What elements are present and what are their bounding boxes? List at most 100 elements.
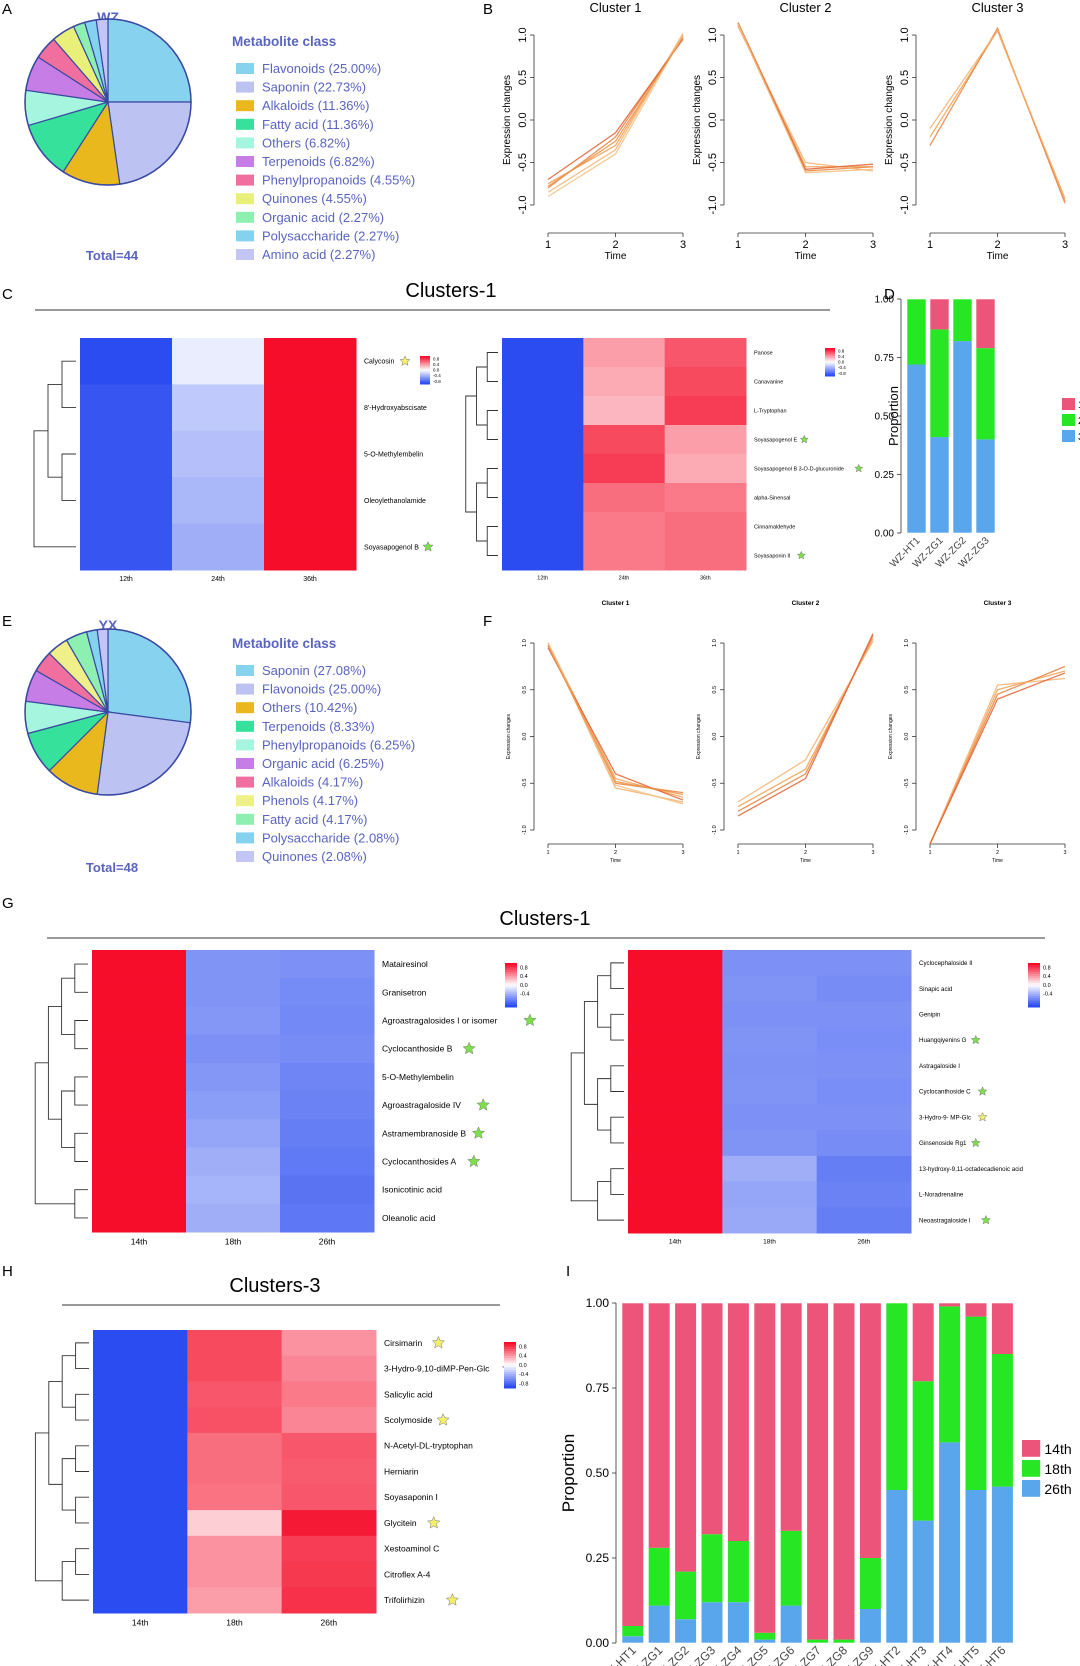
star-icon [476, 1098, 490, 1111]
series-line [737, 26, 874, 172]
heatmap-cell [628, 1155, 723, 1183]
legend-swatch [236, 156, 254, 167]
heatmap-cell [628, 1130, 723, 1157]
series-line [929, 672, 1066, 845]
x-tick-label: 3 [1062, 239, 1068, 251]
heatmap-cell [722, 1130, 818, 1157]
series-line [737, 24, 874, 172]
x-tick-label: 2 [996, 850, 999, 856]
heatmap-cell [722, 975, 818, 1002]
color-legend-step [504, 1360, 516, 1364]
legend-swatch [1022, 1460, 1041, 1477]
row-label: Citroflex A-4 [384, 1569, 431, 1579]
heatmap-cell [722, 1181, 818, 1208]
x-axis-label: Time [610, 858, 621, 864]
heatmap-cell [816, 1027, 912, 1054]
bar-segment-14th [833, 1303, 855, 1640]
bar-segment-18th [648, 1547, 670, 1606]
row-label: alpha-Sinensal [754, 495, 790, 501]
legend-swatch [236, 249, 254, 260]
series-line [547, 34, 684, 198]
color-legend-step [1028, 982, 1040, 986]
star-icon [462, 1041, 476, 1055]
bar-outline [938, 1302, 961, 1644]
x-tick-label: 3 [871, 850, 874, 856]
bar-segment-14th [727, 1303, 750, 1541]
heatmap-cell [628, 1104, 723, 1131]
bar-segment-36th [953, 341, 972, 533]
legend-swatch [236, 63, 254, 74]
heatmap-cell [92, 1147, 187, 1177]
color-legend-step [505, 987, 517, 990]
dendrogram-branch [61, 1355, 76, 1408]
heatmap-cell [502, 483, 584, 513]
pie-slice [107, 628, 192, 724]
y-tick-label: -1.0 [517, 196, 529, 215]
heatmap-cell [186, 1119, 281, 1148]
bar-segment-18th [701, 1534, 723, 1603]
color-legend-tick: 0.4 [433, 362, 440, 367]
y-tick-label: -0.5 [522, 779, 528, 788]
legend-label: Quinones (4.55%) [262, 191, 367, 206]
bar-segment-14th [965, 1303, 987, 1317]
color-legend-tick: -0.4 [520, 992, 529, 998]
color-legend-step [1028, 993, 1040, 997]
y-tick-label: 0.0 [522, 733, 528, 741]
heatmap-cell [583, 541, 666, 571]
dendrogram-branch [610, 1013, 624, 1041]
star-icon [980, 1214, 992, 1225]
bar-outline [952, 298, 973, 534]
heatmap-cell [93, 1510, 188, 1537]
heatmap-cell [92, 1119, 187, 1148]
series-line [547, 642, 684, 805]
color-legend-step [420, 364, 430, 367]
heatmap-cell [502, 367, 584, 397]
heatmap-cell [722, 1104, 818, 1131]
color-legend-step [504, 1376, 516, 1380]
y-tick-label: 1.00 [875, 295, 895, 306]
x-tick-label: 2 [612, 239, 618, 251]
color-legend-tick: -0.4 [433, 373, 441, 378]
heatmap-cell [628, 1207, 723, 1234]
bar-outline [929, 298, 950, 534]
legend-swatch [236, 832, 254, 844]
legend-swatch [236, 211, 254, 223]
heatmap-section-title: Clusters-1 [405, 280, 496, 302]
color-legend-step [504, 1371, 516, 1375]
bar-segment-26th [648, 1605, 670, 1643]
color-legend-step [505, 978, 517, 982]
color-legend-step [504, 1385, 516, 1389]
heatmap-cell [502, 396, 584, 426]
stacked-bar-i: 0.000.250.500.751.00ProportionYX-HT1YX-Z… [559, 1296, 1072, 1666]
legend-swatch [236, 758, 254, 769]
legend-swatch [1022, 1440, 1041, 1457]
color-legend-step [1028, 978, 1040, 982]
bar-segment-18th [938, 1306, 961, 1443]
heatmap-cell [92, 1175, 187, 1205]
color-legend-step [505, 1000, 517, 1004]
color-legend-step [825, 370, 835, 373]
color-legend-tick: -0.8 [433, 379, 441, 384]
column-label: 36th [700, 576, 711, 582]
legend-label: Saponin (27.08%) [262, 663, 366, 678]
color-legend-step [505, 1002, 517, 1006]
bar-segment-18th [833, 1639, 855, 1643]
star-icon [431, 1335, 446, 1349]
dendrogram-branch [61, 360, 76, 409]
row-label: Neoastragaloside I [919, 1217, 971, 1224]
color-legend-step [420, 372, 430, 375]
legend-swatch [236, 174, 254, 186]
bar-outline [912, 1302, 935, 1644]
column-label: 12th [119, 576, 133, 583]
panel-letter-a: A [2, 1, 12, 18]
color-legend-step [504, 1342, 516, 1345]
panel-letter-d: D [884, 286, 895, 303]
legend-label: Organic acid (2.27%) [262, 210, 384, 225]
dendrogram-branch [75, 1393, 89, 1421]
heatmap-cell [186, 1203, 281, 1233]
bar-segment-26th [965, 1490, 987, 1643]
row-label: Granisetron [382, 987, 427, 997]
heatmap-cell [583, 396, 666, 426]
bar-outline [991, 1302, 1014, 1644]
legend-label: Phenols (4.17%) [262, 793, 358, 808]
